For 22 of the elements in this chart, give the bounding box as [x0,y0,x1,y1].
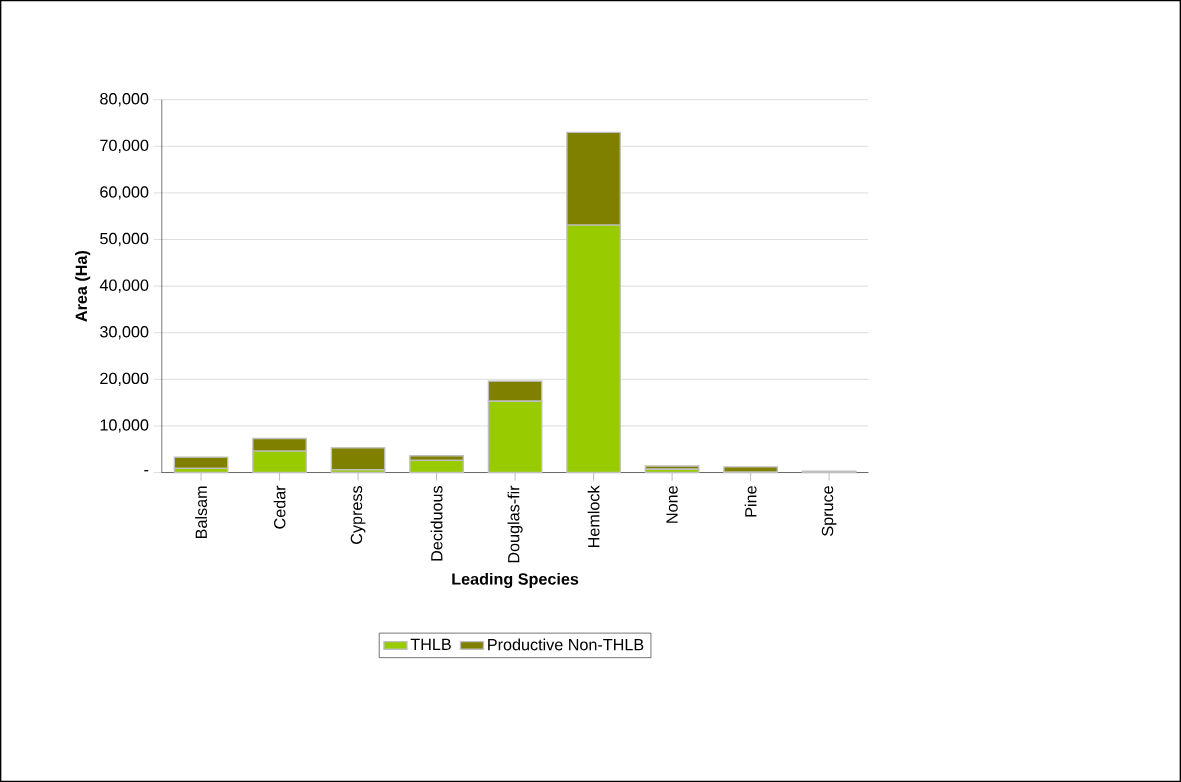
y-tick-label: 50,000 [100,232,149,247]
legend-label: THLB [410,638,451,650]
x-tick-label: Spruce [821,486,837,536]
x-tick-label: None [666,486,678,523]
x-tick-label: Balsam [195,486,207,538]
x-tick-label: Hemlock [587,485,600,547]
x-tick-label: Douglas-fir [507,485,523,563]
y-tick-label: - [144,470,149,472]
y-tick-label: 30,000 [100,326,149,340]
legend-label: Productive Non-THLB [488,638,644,651]
x-tick-label: Cypress [350,485,366,544]
y-tick-label: 20,000 [100,372,149,386]
x-tick-label: Deciduous [430,485,443,561]
x-tick-label: Cedar [273,485,286,529]
y-tick-label: 60,000 [100,186,149,200]
y-tick-label: 70,000 [100,139,149,153]
y-axis-title: Area (Ha) [75,250,91,322]
x-tick-label: Pine [744,486,757,517]
y-tick-label: 40,000 [99,279,149,293]
x-axis-title: Leading Species [452,572,579,589]
y-tick-label: 10,000 [100,419,149,433]
y-tick-label: 80,000 [100,93,149,107]
